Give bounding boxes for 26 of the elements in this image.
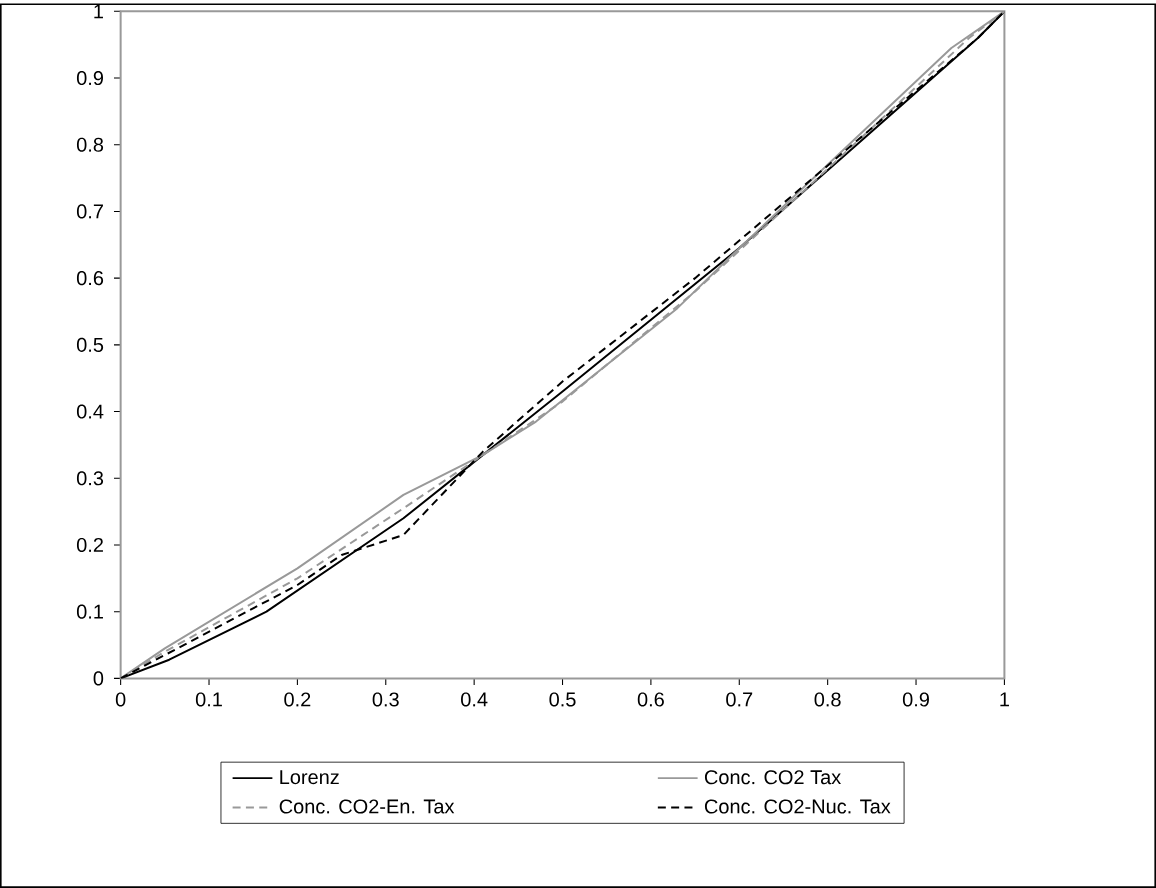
y-tick-label: 0.1 xyxy=(76,604,103,619)
x-tick-label: 0.5 xyxy=(549,692,576,707)
y-tick-label: 0.2 xyxy=(76,537,103,553)
x-tick-label: 0.6 xyxy=(637,692,664,707)
x-tick-label: 1 xyxy=(1000,692,1009,707)
y-tick-label: 0.6 xyxy=(76,271,104,286)
y-tick-label: 0.4 xyxy=(76,404,104,419)
legend-label: Lorenz xyxy=(280,770,339,785)
x-tick-label: 0.3 xyxy=(372,692,399,707)
x-tick-label: 0.9 xyxy=(902,692,929,707)
y-tick-label: 0.9 xyxy=(76,71,103,86)
y-tick-label: 0 xyxy=(93,671,104,686)
x-tick-label: 0.7 xyxy=(726,692,753,707)
x-tick-label: 0.4 xyxy=(461,692,488,707)
x-tick-label: 0 xyxy=(115,692,126,707)
y-tick-label: 0.3 xyxy=(76,471,104,486)
y-tick-label: 0.7 xyxy=(76,204,103,219)
x-tick-label: 0.1 xyxy=(195,692,222,707)
y-tick-label: 0.5 xyxy=(76,337,104,352)
legend-label: Conc. CO2-En. Tax xyxy=(279,799,455,814)
y-tick-label: 1 xyxy=(94,4,103,19)
legend-label: Conc. CO2 Tax xyxy=(704,770,841,785)
x-tick-label: 0.8 xyxy=(814,692,841,707)
x-tick-label: 0.2 xyxy=(284,692,311,707)
y-tick-label: 0.8 xyxy=(76,137,104,152)
legend-label: Conc. CO2-Nuc. Tax xyxy=(704,799,891,814)
